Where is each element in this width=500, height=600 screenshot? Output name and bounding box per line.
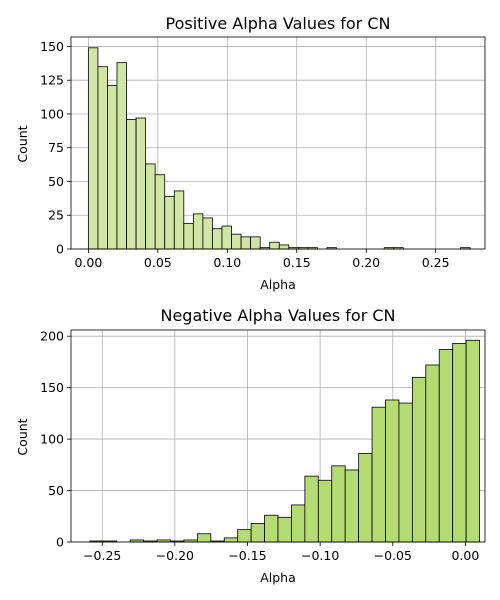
negative-axes: −0.25 −0.20 −0.15 −0.10 −0.05 0.00 0 50 100 150 20…: [40, 329, 486, 563]
positive-y-tick-label: 150: [40, 39, 64, 54]
positive-alpha-subplot: Positive Alpha Values for CN Alpha Count…: [15, 14, 486, 292]
negative-bar: [371, 406, 386, 543]
positive-bar: [231, 233, 242, 250]
negative-y-tick-label: 150: [40, 380, 64, 395]
positive-bar: [126, 118, 137, 250]
positive-bar: [164, 195, 175, 250]
positive-bar: [135, 117, 147, 250]
positive-bar: [212, 228, 223, 250]
negative-bar: [465, 339, 480, 543]
negative-x-tick-label: −0.25: [83, 548, 121, 563]
negative-bar: [264, 514, 279, 543]
positive-x-tick-label: 0.05: [144, 255, 172, 270]
positive-x-axis-label: Alpha: [260, 277, 296, 292]
positive-bar: [221, 225, 232, 250]
positive-bar: [250, 236, 261, 250]
negative-x-tick-label: −0.05: [374, 548, 412, 563]
negative-x-tick-label: −0.20: [156, 548, 194, 563]
negative-bar: [277, 516, 292, 543]
positive-bar: [116, 62, 127, 250]
negative-bar: [317, 479, 333, 543]
positive-bar: [154, 174, 166, 250]
positive-bar: [87, 47, 99, 250]
negative-x-tick-label: 0.00: [451, 548, 479, 563]
negative-bars: [89, 339, 480, 543]
positive-bar: [145, 163, 156, 250]
positive-y-tick-label: 25: [48, 208, 64, 223]
positive-x-tick-label: 0.10: [213, 255, 241, 270]
positive-y-tick-label: 50: [48, 174, 64, 189]
negative-bar: [452, 342, 467, 543]
positive-gridlines: [71, 37, 485, 250]
positive-y-tick-label: 125: [40, 73, 64, 88]
positive-x-tick-label: 0.00: [74, 255, 102, 270]
negative-bar: [223, 537, 239, 543]
positive-x-tick-label: 0.20: [352, 255, 380, 270]
positive-bars: [87, 47, 471, 250]
negative-x-tick-label: −0.10: [301, 548, 339, 563]
negative-x-tick-label: −0.15: [228, 548, 266, 563]
positive-bar: [183, 222, 194, 250]
positive-bar: [97, 66, 108, 250]
negative-alpha-subplot: Negative Alpha Values for CN Alpha Count…: [15, 306, 486, 585]
negative-x-axis-label: Alpha: [260, 570, 296, 585]
positive-bar: [278, 244, 290, 250]
negative-y-tick-label: 50: [48, 483, 64, 498]
negative-y-tick-label: 100: [40, 432, 64, 447]
negative-y-tick-label: 0: [56, 535, 64, 550]
negative-bar: [331, 465, 346, 543]
negative-bar: [385, 399, 400, 543]
positive-y-tick-label: 75: [48, 140, 64, 155]
positive-bar: [107, 85, 118, 250]
negative-bar: [291, 504, 306, 543]
positive-bar: [269, 241, 280, 250]
positive-plot-frame: [70, 36, 486, 250]
negative-bar: [344, 469, 360, 543]
negative-bar: [250, 523, 265, 543]
negative-bar: [438, 349, 454, 543]
positive-axes: 0.00 0.05 0.10 0.15 0.20 0.25 0 25 50 75 100 125 150: [40, 36, 486, 270]
negative-bar: [411, 376, 427, 543]
positive-x-tick-label: 0.25: [422, 255, 450, 270]
positive-y-axis-label: Count: [15, 125, 30, 162]
negative-bar: [196, 533, 212, 543]
positive-bar: [192, 213, 204, 250]
positive-chart-title: Positive Alpha Values for CN: [166, 14, 391, 33]
positive-bar: [173, 190, 185, 250]
negative-bar: [425, 364, 440, 543]
positive-x-tick-label: 0.15: [283, 255, 311, 270]
negative-plot-frame: [70, 329, 486, 543]
negative-y-axis-label: Count: [15, 418, 30, 455]
positive-bar: [240, 236, 252, 250]
negative-chart-title: Negative Alpha Values for CN: [160, 306, 395, 325]
positive-bar: [202, 217, 213, 250]
negative-bar: [358, 453, 373, 543]
negative-bar: [304, 475, 319, 543]
negative-y-tick-label: 200: [40, 329, 64, 344]
positive-y-tick-label: 0: [56, 242, 64, 257]
negative-bar: [237, 529, 252, 543]
positive-y-tick-label: 100: [40, 106, 64, 121]
negative-bar: [398, 402, 413, 543]
